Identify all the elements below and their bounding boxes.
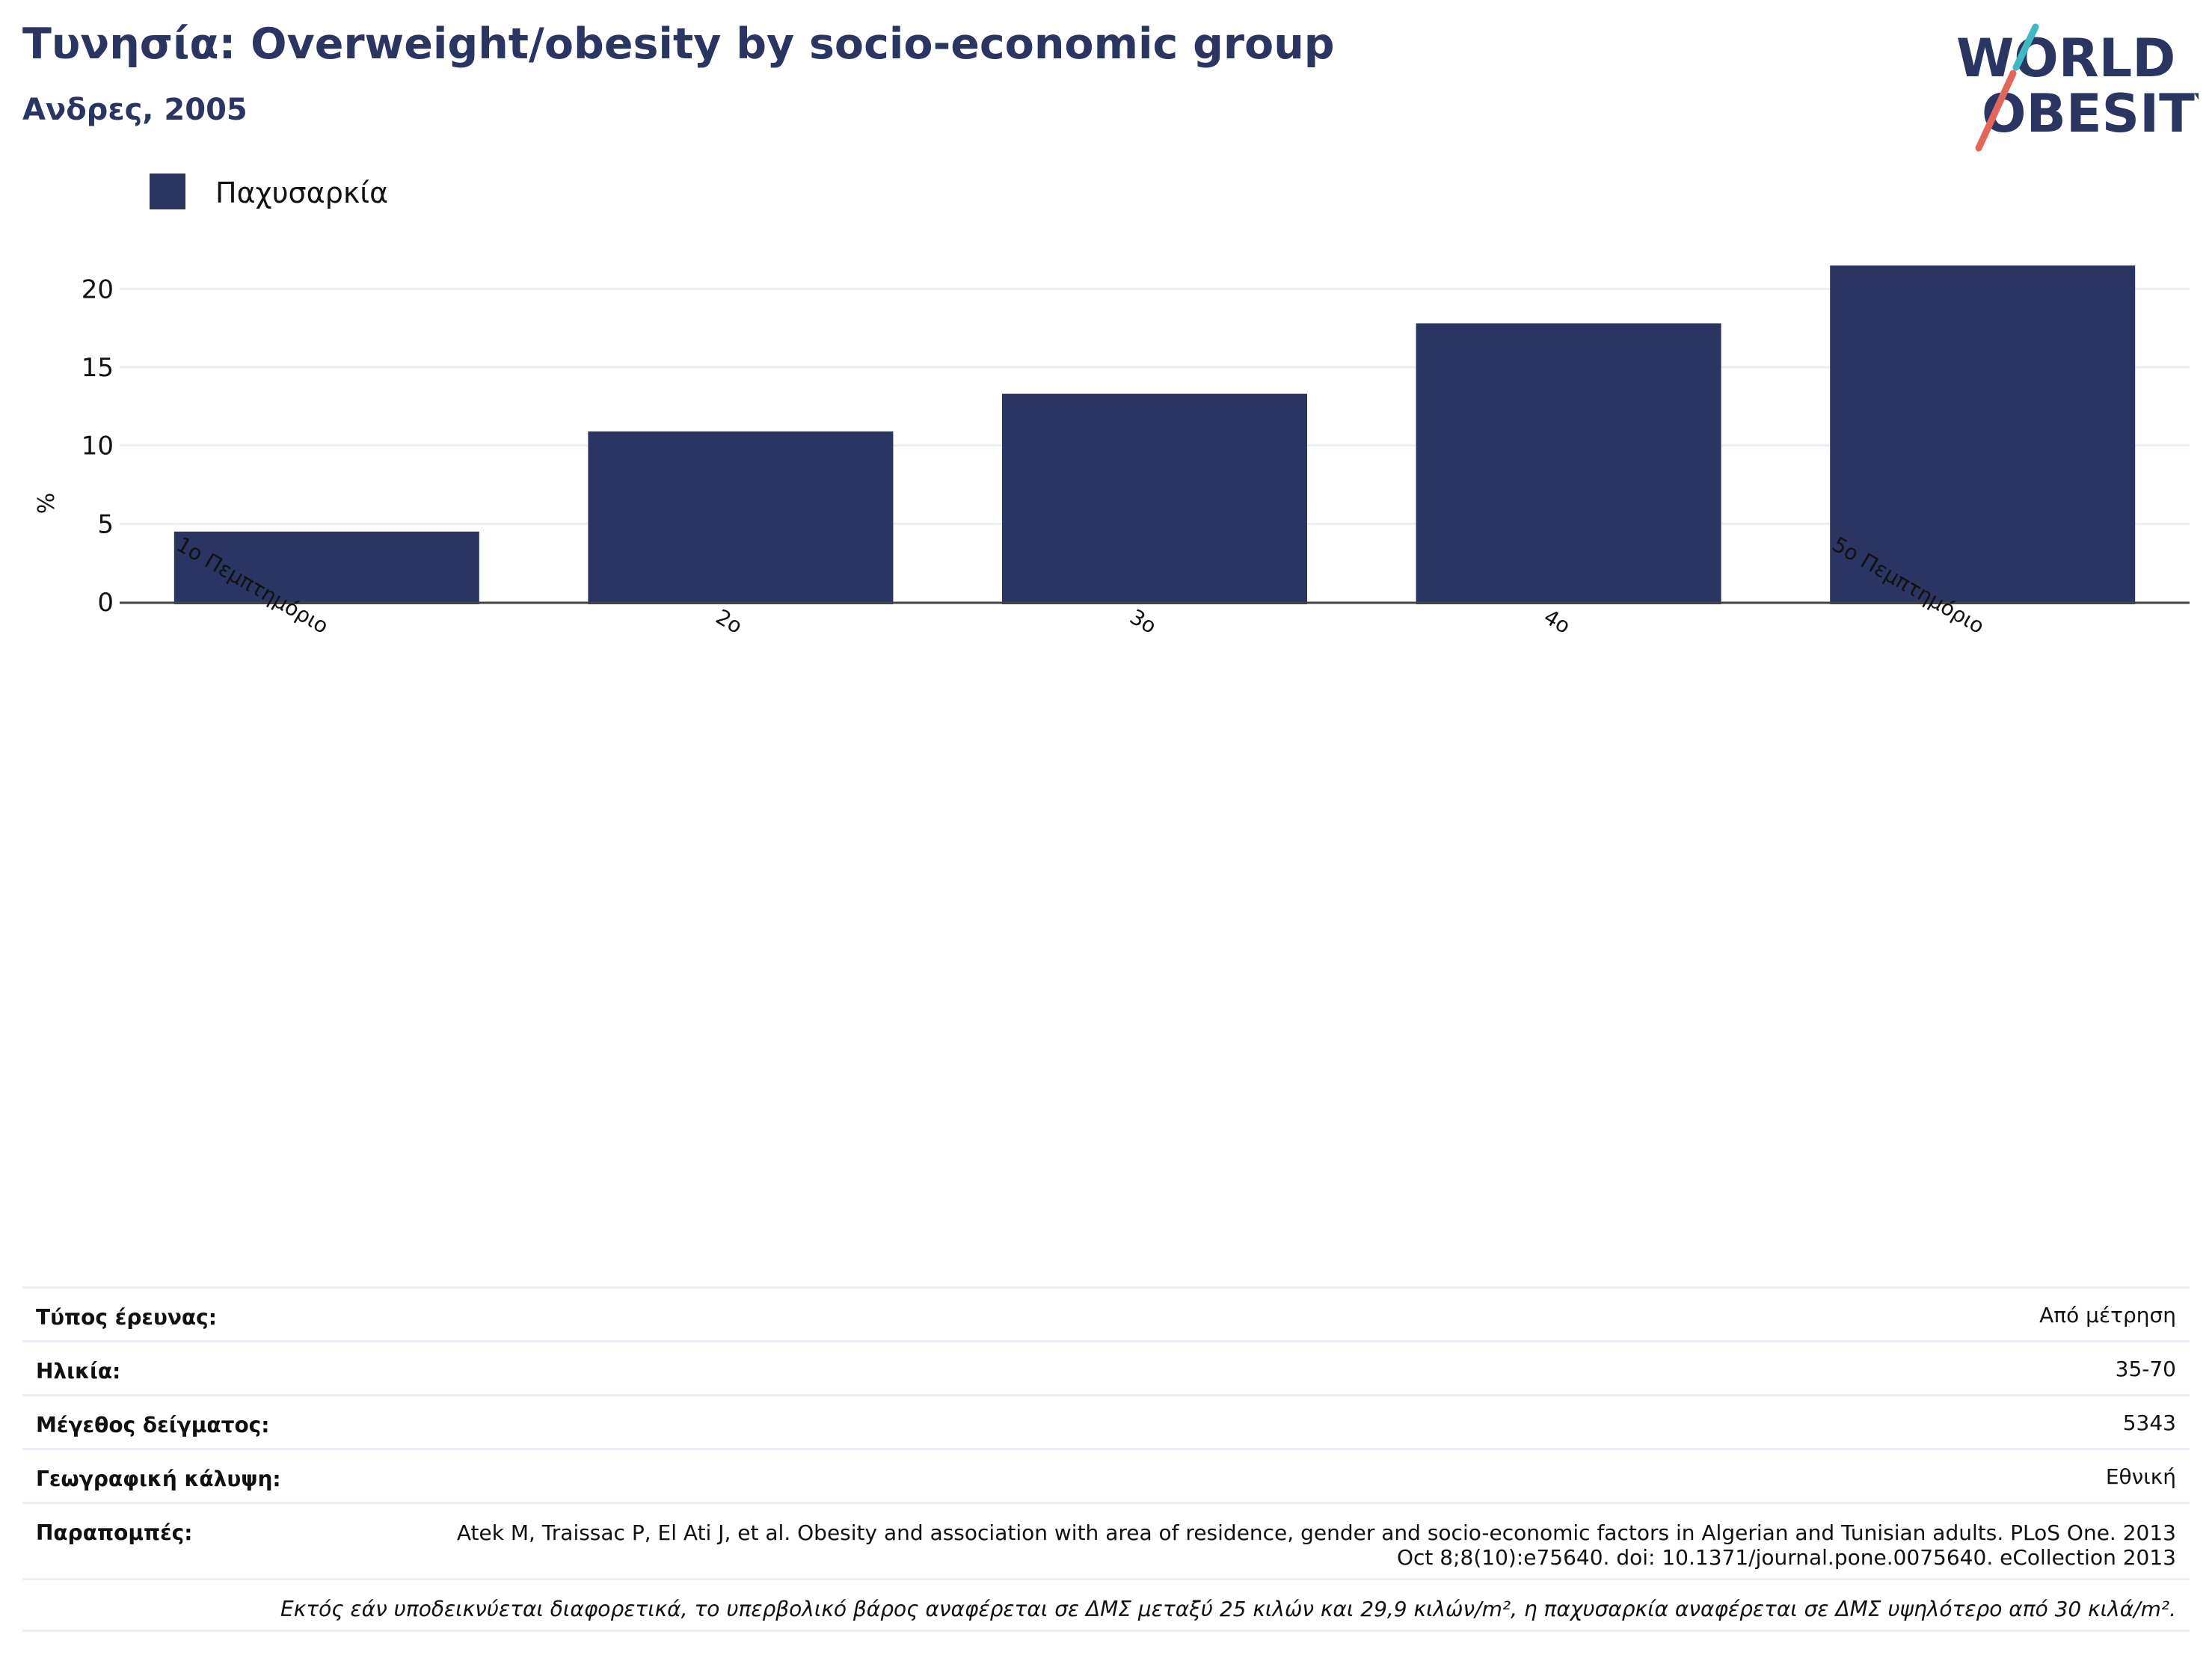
- info-key-survey-type: Τύπος έρευνας:: [36, 1305, 217, 1330]
- legend-label: Παχυσαρκία: [215, 176, 388, 209]
- chart-subtitle: Ανδρες, 2005: [22, 93, 248, 127]
- bar-4: [1416, 323, 1721, 604]
- info-value-age: 35-70: [2115, 1357, 2176, 1381]
- info-key-references: Παραπομπές:: [36, 1520, 193, 1545]
- legend-swatch: [150, 174, 185, 209]
- x-tick-label-2: 2ο: [712, 604, 747, 639]
- info-key-coverage: Γεωγραφική κάλυψη:: [36, 1467, 281, 1491]
- info-value-references: Atek M, Traissac P, El Ati J, et al. Obe…: [456, 1520, 2176, 1570]
- footnote: Εκτός εάν υποδεικνύεται διαφορετικά, το …: [22, 1578, 2190, 1632]
- legend: Παχυσαρκία: [150, 174, 388, 209]
- info-row-references: Παραπομπές: Atek M, Traissac P, El Ati J…: [22, 1502, 2190, 1578]
- world-obesity-logo: WORLD OBESITY: [1956, 23, 2199, 152]
- y-tick-label-5: 5: [97, 509, 114, 539]
- bar-5: [1830, 265, 2136, 604]
- info-row-survey-type: Τύπος έρευνας: Από μέτρηση: [22, 1286, 2190, 1340]
- info-row-sample-size: Μέγεθος δείγματος: 5343: [22, 1394, 2190, 1448]
- y-tick-label-10: 10: [82, 432, 114, 461]
- y-tick-label-20: 20: [82, 274, 114, 304]
- logo-line-1: WORLD: [1956, 28, 2175, 89]
- logo-slash-bottom: [1975, 70, 2017, 152]
- info-key-sample-size: Μέγεθος δείγματος:: [36, 1413, 270, 1437]
- info-value-survey-type: Από μέτρηση: [2039, 1303, 2176, 1327]
- logo-line-2: OBESITY: [1982, 83, 2199, 144]
- bar-2: [588, 431, 894, 604]
- chart-title: Τυνησία: Overweight/obesity by socio-eco…: [22, 19, 1335, 69]
- info-row-coverage: Γεωγραφική κάλυψη: Εθνική: [22, 1448, 2190, 1502]
- logo-slash-top: [2012, 23, 2039, 71]
- y-tick-label-15: 15: [82, 353, 114, 383]
- info-row-age: Ηλικία: 35-70: [22, 1340, 2190, 1394]
- bar-1: [173, 531, 479, 604]
- x-tick-label-4: 4ο: [1540, 604, 1575, 639]
- x-tick-label-3: 3ο: [1125, 604, 1161, 639]
- info-value-sample-size: 5343: [2122, 1410, 2176, 1435]
- y-tick-label-0: 0: [97, 588, 114, 618]
- y-axis-label: %: [34, 493, 60, 515]
- survey-info-table: Τύπος έρευνας: Από μέτρηση Ηλικία: 35-70…: [22, 1286, 2190, 1632]
- info-value-coverage: Εθνική: [2105, 1464, 2176, 1489]
- info-key-age: Ηλικία:: [36, 1359, 121, 1384]
- bar-3: [1001, 393, 1308, 604]
